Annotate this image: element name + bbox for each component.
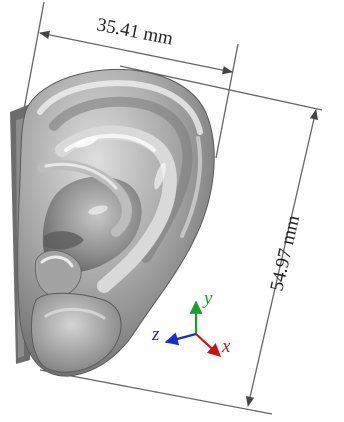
coordinate-axes-triad (164, 300, 221, 357)
width-extension-left (21, 1, 45, 121)
ear-antihelix (55, 125, 177, 293)
x-axis-arrow (195, 333, 221, 357)
width-extension-right (215, 43, 239, 159)
x-axis-label: x (221, 336, 231, 357)
width-dimension-arrow (38, 30, 234, 75)
y-axis-label: y (202, 288, 213, 309)
height-dimension-label: 54.97 mm (266, 213, 304, 293)
height-dimension-arrow (246, 108, 318, 408)
width-dimension-label: 35.41 mm (95, 14, 175, 49)
z-axis-label: z (151, 324, 160, 345)
z-axis-arrow (164, 332, 197, 346)
height-extension-bottom (39, 369, 273, 415)
ear-model (10, 68, 215, 377)
